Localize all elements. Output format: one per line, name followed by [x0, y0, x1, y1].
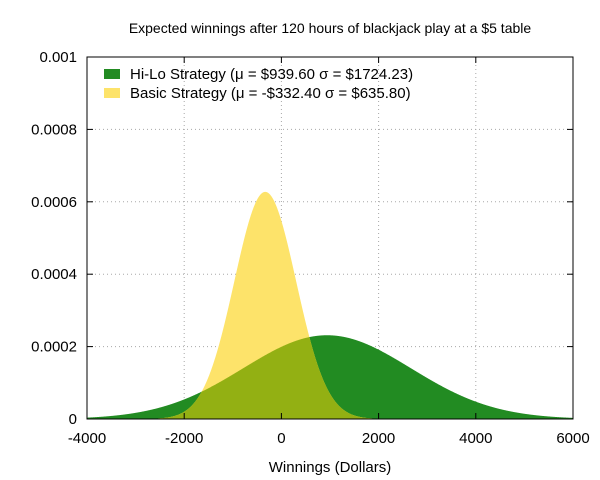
x-tick-label: -2000 [165, 430, 203, 447]
x-axis-label: Winnings (Dollars) [269, 459, 392, 476]
y-tick-label: 0.0006 [31, 194, 77, 211]
x-tick-label: 4000 [459, 430, 492, 447]
plot-areas [87, 191, 573, 419]
x-tick-label: 0 [277, 430, 285, 447]
y-tick-label: 0 [69, 411, 77, 428]
x-tick-label: -4000 [68, 430, 106, 447]
x-tick-label: 6000 [556, 430, 589, 447]
legend-label: Basic Strategy (μ = -$332.40 σ = $635.80… [130, 85, 411, 102]
legend-swatch [104, 69, 120, 79]
y-tick-label: 0.0004 [31, 266, 77, 283]
legend: Hi-Lo Strategy (μ = $939.60 σ = $1724.23… [104, 66, 413, 102]
y-tick-label: 0.001 [39, 49, 77, 66]
legend-swatch [104, 88, 120, 98]
overlap-area [87, 337, 573, 419]
legend-label: Hi-Lo Strategy (μ = $939.60 σ = $1724.23… [130, 66, 413, 83]
y-tick-label: 0.0002 [31, 339, 77, 356]
plot-border [86, 56, 574, 420]
x-tick-label: 2000 [362, 430, 395, 447]
axes [86, 56, 574, 420]
tick-labels: -4000 -2000 0 2000 4000 6000 0 0.0002 0.0004 0.00… [31, 49, 590, 447]
chart-title: Expected winnings after 120 hours of bla… [129, 20, 532, 36]
y-tick-label: 0.0008 [31, 121, 77, 138]
